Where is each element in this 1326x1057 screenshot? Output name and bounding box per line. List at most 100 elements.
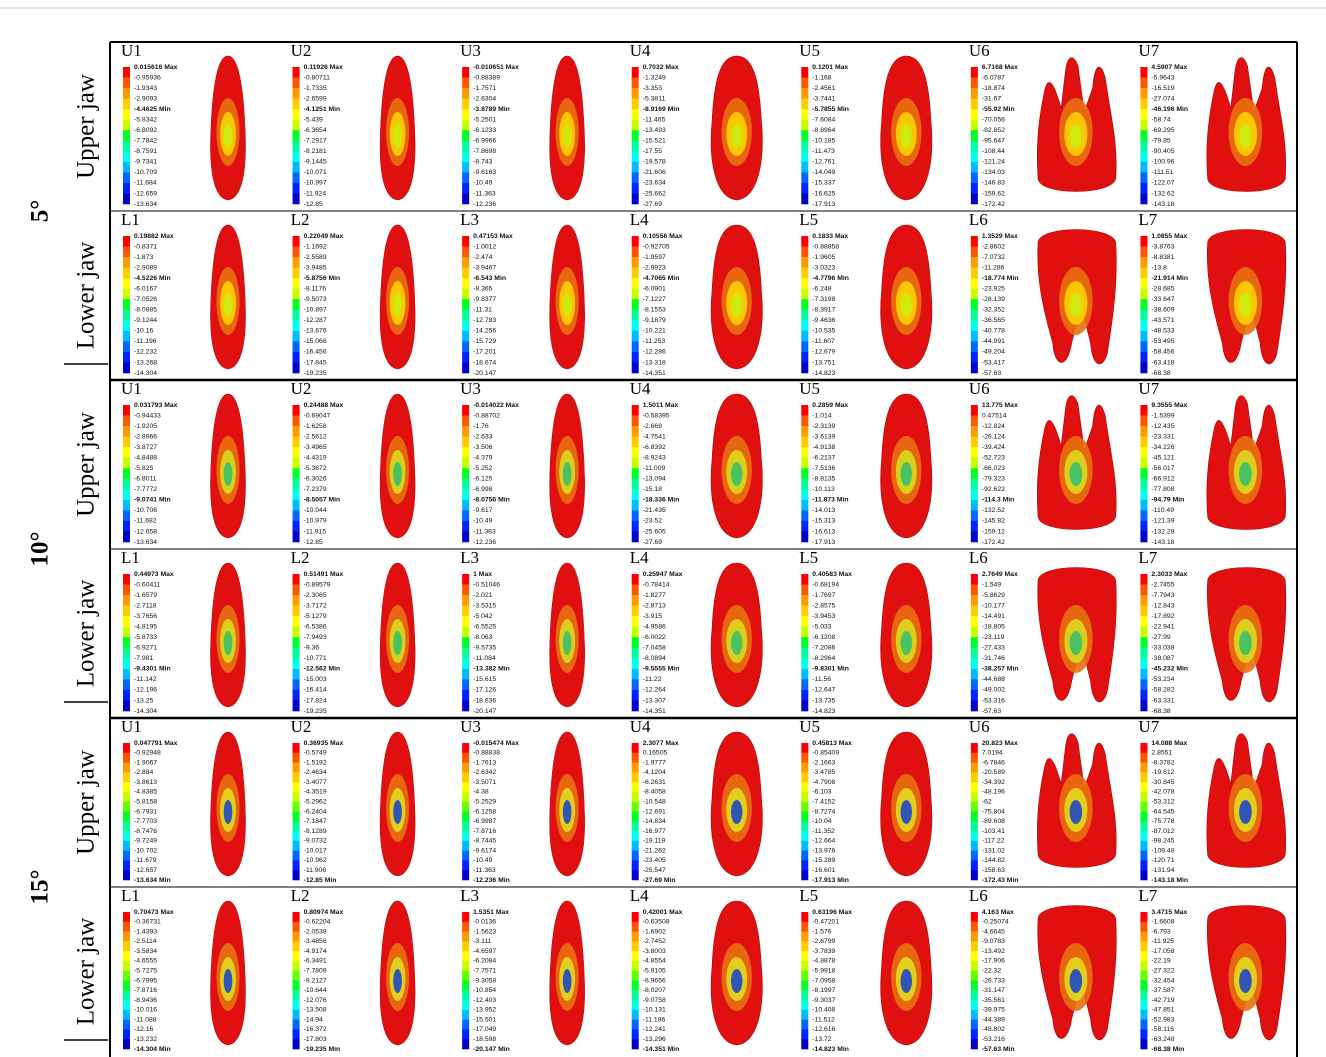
legend-label: -2.8966 (134, 433, 157, 440)
legend-label: -17.913 (812, 539, 835, 546)
legend-label: -2.8575 (812, 602, 835, 609)
tooth (881, 225, 932, 369)
legend-label: -8.9243 (643, 454, 666, 461)
legend-swatch (293, 941, 300, 951)
legend-swatch (632, 941, 639, 951)
legend-swatch (971, 792, 978, 802)
legend-swatch (971, 971, 978, 981)
legend-label: -2.3139 (812, 423, 835, 430)
legend-swatch (462, 437, 469, 448)
legend-label: -4.8385 (134, 789, 157, 796)
legend-swatch (293, 637, 300, 648)
legend-label: -12.658 (134, 528, 157, 535)
legend-label: -25.662 (643, 190, 666, 197)
legend-label: -1.9597 (643, 254, 666, 261)
legend-label: -64.545 (1151, 808, 1174, 815)
legend-swatch (1140, 648, 1147, 659)
legend-label: -10.702 (134, 847, 157, 854)
tooth-zone (1070, 293, 1083, 317)
legend-swatch (123, 458, 130, 469)
legend-swatch (1140, 120, 1147, 131)
legend-swatch (462, 67, 469, 78)
tooth (881, 56, 932, 200)
legend-swatch (293, 585, 300, 596)
legend-label: -5.825 (134, 465, 153, 472)
legend-label: -2.021 (473, 592, 492, 599)
legend-label: -7.0526 (134, 296, 157, 303)
legend-label: -7.0458 (643, 645, 666, 652)
legend-swatch (123, 510, 130, 521)
legend-swatch (462, 648, 469, 659)
panel-label: L4 (630, 548, 649, 567)
panel: L20.51491 Max-0.89579-2.3065-3.7172-5.12… (291, 548, 416, 715)
legend-swatch (462, 331, 469, 342)
tooth-zone (1239, 631, 1252, 655)
legend-label: 20.823 Max (982, 740, 1018, 747)
legend-swatch (462, 941, 469, 951)
legend-swatch (632, 1000, 639, 1010)
legend-label: 1.5351 Max (473, 909, 509, 916)
legend-label: -7.9493 (304, 634, 327, 641)
legend-label: -9.2127 (304, 977, 327, 984)
legend-label: -1.549 (982, 581, 1001, 588)
legend-label: -11.352 (812, 828, 835, 835)
legend-label: -70.056 (982, 116, 1005, 123)
legend-label: 0.40583 Max (812, 571, 852, 578)
legend-swatch (123, 331, 130, 342)
legend-label: 0.11926 Max (304, 64, 344, 71)
legend-label: -2.6799 (812, 938, 835, 945)
legend-label: -10.177 (982, 602, 1005, 609)
legend-swatch (123, 67, 130, 78)
legend-swatch (801, 331, 808, 342)
legend-swatch (801, 753, 808, 763)
legend-label: -2.0538 (304, 928, 327, 935)
legend-swatch (462, 99, 469, 110)
legend-swatch (971, 320, 978, 331)
legend-swatch (462, 500, 469, 511)
tooth (550, 56, 585, 200)
legend-swatch (971, 109, 978, 120)
legend-swatch (462, 753, 469, 763)
legend-label: -17.55 (643, 148, 662, 155)
legend-swatch (971, 162, 978, 173)
legend-label: -12.85 Min (304, 877, 337, 884)
legend-label: -11.084 (473, 655, 496, 662)
legend-swatch (293, 1029, 300, 1039)
legend-label: -6.998 (473, 486, 492, 493)
panel-label: U3 (460, 41, 481, 60)
legend-label: -11.22 (643, 676, 662, 683)
legend-swatch (801, 912, 808, 922)
panel: L73.4715 Max-1.6608-6.793-11.925-17.058-… (1138, 886, 1285, 1053)
tooth (380, 732, 415, 876)
legend-swatch (632, 971, 639, 981)
legend-label: -5.2501 (473, 116, 496, 123)
legend-swatch (123, 763, 130, 773)
legend-label: -13.952 (473, 1007, 496, 1014)
legend-swatch (123, 78, 130, 89)
legend-label: -9.0741 Min (134, 497, 171, 504)
legend-label: -52.983 (1151, 1016, 1174, 1023)
panel: L20.22049 Max-1.1692-2.5589-3.9485-5.875… (291, 210, 416, 377)
legend-label: -32.454 (1151, 977, 1174, 984)
legend-swatch (1140, 468, 1147, 479)
legend-swatch (293, 690, 300, 701)
legend-swatch (123, 183, 130, 194)
legend-label: -63.248 (1151, 1036, 1174, 1043)
legend-swatch (123, 247, 130, 258)
legend-label: -21.262 (643, 847, 666, 854)
legend-swatch (1140, 860, 1147, 870)
legend-swatch (801, 851, 808, 861)
legend-label: -9.5735 (473, 645, 496, 652)
legend-label: -11.286 (982, 264, 1005, 271)
legend-swatch (801, 802, 808, 812)
legend-label: -6.5525 (473, 623, 496, 630)
legend-label: -95.647 (982, 138, 1005, 145)
legend-swatch (293, 310, 300, 321)
legend-label: -66.023 (982, 465, 1005, 472)
tooth (711, 901, 762, 1045)
legend-label: -47.851 (1151, 1007, 1174, 1014)
legend-label: -3.8727 (134, 444, 157, 451)
legend-label: -12.761 (812, 159, 835, 166)
legend-label: -18.598 (473, 1036, 496, 1043)
panel-label: U1 (121, 41, 142, 60)
